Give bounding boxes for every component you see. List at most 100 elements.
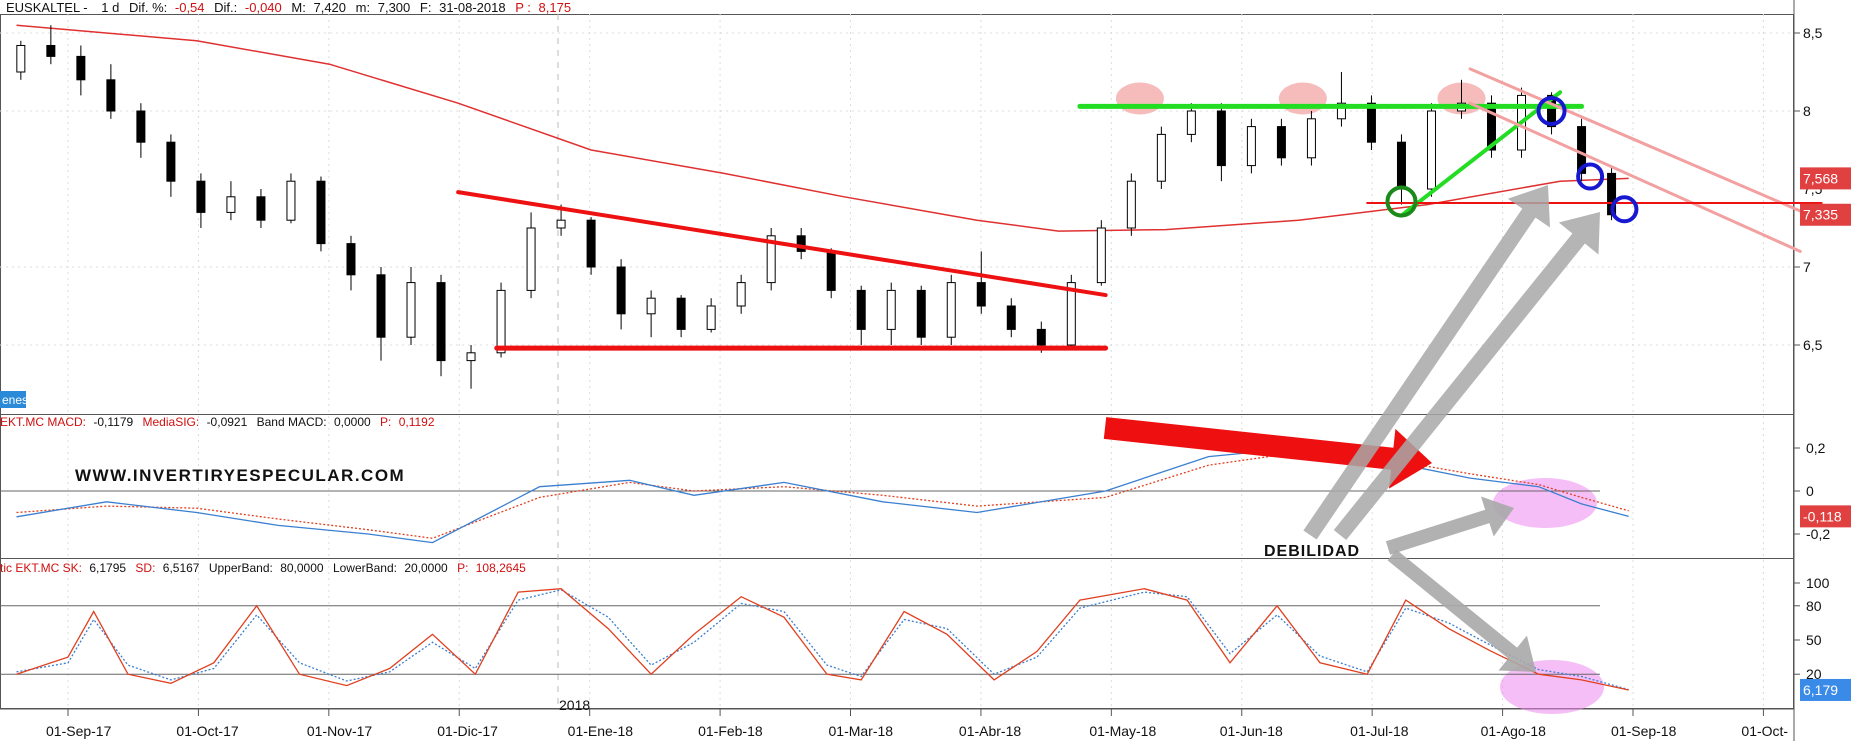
candle-body <box>526 227 536 291</box>
candle-body <box>436 282 446 362</box>
year-marker: 2018 <box>559 697 590 713</box>
stoch-sk-line <box>16 588 1629 691</box>
date-tick-label: 01-Jun-18 <box>1220 723 1283 739</box>
macd-axis: 0,2 0 -0,2 -0,118 <box>1794 440 1851 542</box>
stochastic-axis: 100 80 50 206,179 <box>1794 575 1851 701</box>
stoch-tag-text: 6,179 <box>1803 682 1838 698</box>
macd-band-value: 0,0000 <box>334 415 371 429</box>
candle-body <box>1306 118 1316 159</box>
gray-arrow-to-macd <box>1385 496 1514 555</box>
macd-signal-line <box>16 451 1629 539</box>
candle-body <box>76 55 86 81</box>
stoch-p-label: P: <box>457 561 468 575</box>
candle-body <box>166 141 176 182</box>
candle-body <box>796 235 806 252</box>
candle-body <box>676 297 686 330</box>
candle-body <box>16 44 26 73</box>
candle-body <box>556 219 566 229</box>
candle-body <box>586 219 596 268</box>
header-date-label: F: <box>420 0 432 15</box>
candle-body <box>46 44 56 57</box>
stoch-lb-label: LowerBand: <box>333 561 397 575</box>
channel-upper-line <box>1468 67 1824 222</box>
candle-body <box>616 266 626 315</box>
price-tick-label: 6,5 <box>1803 337 1823 353</box>
side-tag-text: enes <box>2 393 28 407</box>
macd-tick-label: -0,2 <box>1806 526 1830 542</box>
header-dif-pct-value: -0,54 <box>175 0 205 15</box>
price-tick-label: 7 <box>1803 259 1811 275</box>
highlight-zones <box>1115 82 1604 714</box>
price-tag-high-box <box>1800 167 1851 190</box>
header-min-label: m: <box>356 0 370 15</box>
macd-tag-text: -0,118 <box>1803 508 1842 524</box>
stoch-sd-line <box>16 589 1629 691</box>
candle-body <box>1126 180 1136 229</box>
candle-body <box>766 235 776 284</box>
moving-average-line <box>16 24 1629 232</box>
macd-tick-label: 0 <box>1806 483 1814 499</box>
price-tag-low-box <box>1800 203 1851 226</box>
drawn-lines <box>456 67 1824 351</box>
date-axis: 01-Sep-17 01-Oct-17 01-Nov-17 01-Dic-17 01-E… <box>46 709 1788 739</box>
candle-body <box>1426 110 1436 190</box>
price-tick-label: 8 <box>1803 103 1811 119</box>
red-macd-arrow <box>1103 417 1432 489</box>
candle-body <box>736 282 746 307</box>
stoch-header: tic EKT.MC SK: 6,1795 SD: 6,5167 UpperBa… <box>0 561 526 575</box>
header-dif-value: -0,040 <box>245 0 282 15</box>
side-tag-box <box>0 391 26 408</box>
rising-trendline <box>1399 90 1563 218</box>
candle-body <box>1366 102 1376 143</box>
stoch-sd-value: 6,5167 <box>163 561 200 575</box>
candle-body <box>1246 126 1256 167</box>
candle-body <box>646 297 656 315</box>
price-tag-low-text: 7,335 <box>1803 207 1838 223</box>
macd-sig-value: -0,0921 <box>207 415 248 429</box>
price-header: EUSKALTEL - 1 d Dif. %: -0,54 Dif.: -0,0… <box>6 0 571 15</box>
blue-circle-marker <box>1610 195 1639 224</box>
candle-body <box>316 180 326 245</box>
candle-body <box>1216 110 1226 167</box>
candle-body <box>1096 227 1106 284</box>
header-price-label: P : <box>515 0 531 15</box>
candle-body <box>916 289 926 338</box>
candle-body <box>226 196 236 213</box>
date-tick-label: 01-May-18 <box>1089 723 1156 739</box>
header-dif-pct-label: Dif. %: <box>129 0 167 15</box>
candle-body <box>1156 133 1166 182</box>
macd-p-value: 0,1192 <box>399 415 435 429</box>
channel-lower-line <box>1468 101 1802 253</box>
stoch-ub-value: 80,0000 <box>280 561 324 575</box>
candle-body <box>346 243 356 276</box>
watermark-text: WWW.INVERTIRYESPECULAR.COM <box>75 466 405 485</box>
date-tick-label: 01-Nov-17 <box>307 723 373 739</box>
date-tick-label: 01-Ago-18 <box>1481 723 1547 739</box>
resistance-touch-highlight <box>1278 82 1327 115</box>
stoch-sk-value: 6,1795 <box>89 561 126 575</box>
macd-name: EKT.MC MACD: <box>0 415 86 429</box>
descending-trendline <box>456 190 1108 298</box>
candles <box>16 25 1617 389</box>
stoch-lb-value: 20,0000 <box>404 561 448 575</box>
date-tick-label: 01-Oct-17 <box>176 723 238 739</box>
date-tick-label: 01-Sep-17 <box>46 723 112 739</box>
header-min-value: 7,300 <box>378 0 411 15</box>
blue-circle-marker <box>1576 162 1605 191</box>
stoch-p-value: 108,2645 <box>476 561 526 575</box>
stochastic-lines <box>0 588 1629 691</box>
resistance-touch-highlight <box>1115 82 1164 115</box>
candle-body <box>1186 110 1196 135</box>
stoch-tick-label: 80 <box>1806 598 1822 614</box>
date-tick-label: 01-Mar-18 <box>829 723 894 739</box>
candle-body <box>376 274 386 338</box>
header-date-value: 31-08-2018 <box>439 0 506 15</box>
stoch-name: tic EKT.MC SK: <box>0 561 82 575</box>
gray-arrow-to-price <box>1303 185 1550 540</box>
header-dif-label: Dif.: <box>214 0 237 15</box>
candle-body <box>826 250 836 291</box>
macd-weakness-highlight <box>1493 478 1597 528</box>
header-max-value: 7,420 <box>313 0 346 15</box>
candle-body <box>886 289 896 330</box>
